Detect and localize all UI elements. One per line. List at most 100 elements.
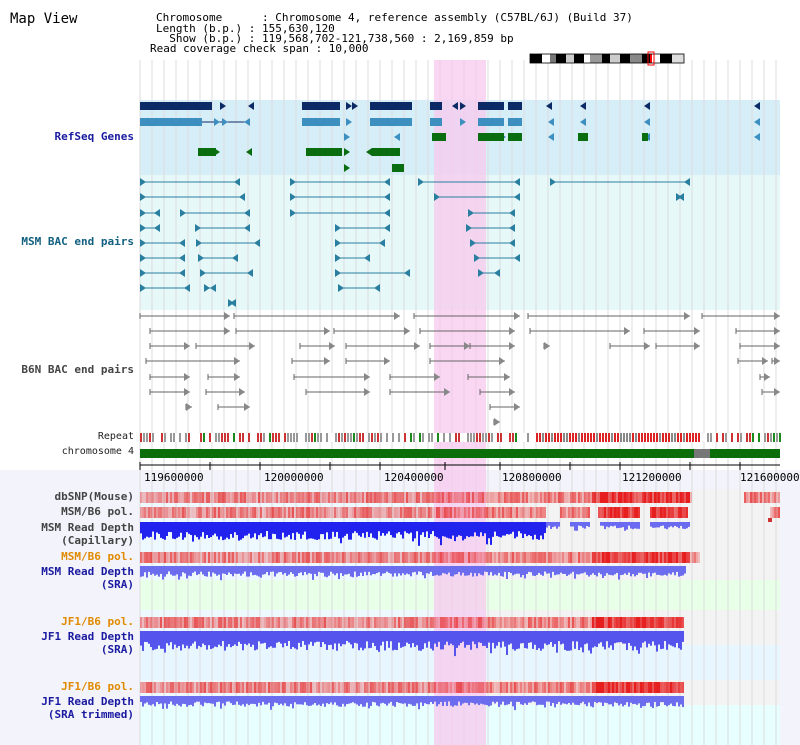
read-depth-bar — [396, 566, 398, 577]
track-label-dbsnp[interactable]: dbSNP(Mouse) — [54, 490, 134, 503]
read-depth-bar — [572, 631, 574, 642]
polymorphism-cell — [178, 682, 180, 693]
polymorphism-cell — [618, 617, 620, 628]
read-depth-bar — [368, 566, 370, 572]
polymorphism-cell — [180, 492, 182, 503]
refseq-gene-block — [370, 102, 412, 110]
track-label-repeat[interactable]: Repeat — [97, 431, 134, 442]
read-depth-bar — [562, 631, 564, 644]
polymorphism-cell — [356, 552, 358, 563]
polymorphism-cell — [612, 492, 614, 503]
read-depth-bar — [310, 631, 312, 642]
polymorphism-cell — [168, 492, 170, 503]
polymorphism-cell — [350, 492, 352, 503]
polymorphism-cell — [360, 682, 362, 693]
track-label-msm-read-capillary[interactable]: MSM Read Depth — [41, 521, 134, 534]
polymorphism-cell — [232, 492, 234, 503]
polymorphism-cell — [382, 552, 384, 563]
polymorphism-cell — [650, 492, 652, 503]
polymorphism-cell — [682, 617, 684, 628]
polymorphism-cell — [200, 492, 202, 503]
read-depth-bar — [628, 566, 630, 573]
read-depth-bar — [596, 631, 598, 647]
read-depth-bar — [228, 522, 230, 540]
track-label-msm-b6-pol[interactable]: MSM/B6 pol. — [61, 505, 134, 518]
read-depth-bar — [672, 566, 674, 573]
read-depth-bar — [310, 696, 312, 706]
polymorphism-cell — [204, 682, 206, 693]
read-depth-bar — [662, 696, 664, 703]
track-label-msm-read-sra[interactable]: MSM Read Depth — [41, 565, 134, 578]
polymorphism-cell — [594, 552, 596, 563]
polymorphism-cell — [378, 682, 380, 693]
read-depth-bar — [624, 566, 626, 574]
polymorphism-cell — [580, 552, 582, 563]
read-depth-bar — [236, 566, 238, 575]
polymorphism-cell — [204, 492, 206, 503]
read-depth-bar — [440, 522, 442, 546]
read-depth-bar — [496, 631, 498, 646]
polymorphism-cell — [374, 682, 376, 693]
read-depth-bar — [338, 631, 340, 644]
track-label-jf1-read-trimmed[interactable]: JF1 Read Depth — [41, 695, 134, 708]
read-depth-bar — [252, 522, 254, 538]
read-depth-bar — [548, 566, 550, 574]
track-label-jf1-b6-pol-2[interactable]: JF1/B6 pol. — [61, 680, 134, 693]
track-label-jf1-b6-pol[interactable]: JF1/B6 pol. — [61, 615, 134, 628]
read-depth-bar — [650, 566, 652, 577]
polymorphism-cell — [384, 492, 386, 503]
read-depth-bar — [208, 566, 210, 572]
read-depth-bar — [260, 696, 262, 706]
track-label-msm-bac[interactable]: MSM BAC end pairs — [21, 235, 134, 248]
polymorphism-cell — [296, 682, 298, 693]
track-label-refseq[interactable]: RefSeq Genes — [54, 130, 134, 143]
polymorphism-cell — [584, 682, 586, 693]
read-depth-bar — [570, 522, 572, 527]
read-depth-bar — [646, 631, 648, 648]
polymorphism-cell — [502, 507, 504, 518]
track-label-b6n-bac[interactable]: B6N BAC end pairs — [21, 363, 134, 376]
read-depth-bar — [380, 566, 382, 576]
read-depth-bar — [192, 522, 194, 542]
polymorphism-cell — [456, 682, 458, 693]
b6n-bac-end — [329, 342, 335, 350]
polymorphism-cell — [482, 552, 484, 563]
track-label-msm-b6-pol-2[interactable]: MSM/B6 pol. — [61, 550, 134, 563]
polymorphism-cell — [174, 682, 176, 693]
polymorphism-cell — [316, 682, 318, 693]
polymorphism-cell — [624, 507, 626, 518]
polymorphism-cell — [542, 492, 544, 503]
repeat-element — [209, 433, 211, 442]
read-depth-bar — [480, 566, 482, 575]
polymorphism-cell — [288, 492, 290, 503]
polymorphism-cell — [336, 552, 338, 563]
read-depth-bar — [458, 631, 460, 646]
polymorphism-cell — [402, 617, 404, 628]
polymorphism-cell — [162, 492, 164, 503]
read-depth-bar — [212, 522, 214, 536]
polymorphism-cell — [492, 617, 494, 628]
polymorphism-cell — [146, 617, 148, 628]
b6n-bac-end — [514, 403, 520, 411]
read-depth-bar — [420, 696, 422, 703]
polymorphism-cell — [644, 492, 646, 503]
track-label-jf1-read-sra[interactable]: JF1 Read Depth — [41, 630, 134, 643]
read-depth-bar — [370, 566, 372, 576]
read-depth-bar — [198, 522, 200, 540]
read-depth-bar — [430, 566, 432, 572]
track-label-chromosome[interactable]: chromosome 4 — [61, 446, 134, 457]
polymorphism-cell — [664, 682, 666, 693]
polymorphism-cell — [526, 492, 528, 503]
polymorphism-cell — [416, 492, 418, 503]
polymorphism-cell — [582, 552, 584, 563]
read-depth-bar — [632, 522, 634, 530]
polymorphism-cell — [280, 507, 282, 518]
polymorphism-cell — [180, 617, 182, 628]
polymorphism-cell — [502, 682, 504, 693]
polymorphism-cell — [650, 682, 652, 693]
read-depth-bar — [348, 522, 350, 540]
read-depth-bar — [644, 696, 646, 706]
polymorphism-cell — [522, 682, 524, 693]
polymorphism-cell — [248, 617, 250, 628]
